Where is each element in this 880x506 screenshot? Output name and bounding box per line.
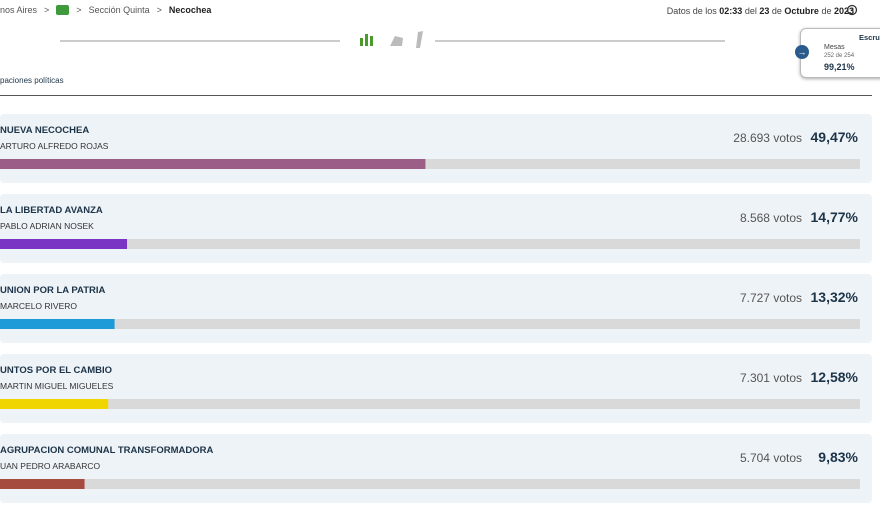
timestamp-part: del xyxy=(744,6,757,16)
party-name: LA LIBERTAD AVANZA xyxy=(0,205,103,216)
bar xyxy=(0,239,128,249)
votes: 7.727 votos xyxy=(739,291,802,305)
bar-bg xyxy=(0,319,860,329)
view-switch xyxy=(60,31,725,48)
timestamp-part: de xyxy=(821,6,832,16)
timestamp-part: Datos de los xyxy=(666,6,717,16)
sep: > xyxy=(44,5,50,15)
breadcrumb: nos Aires > > Sección Quinta > Necochea xyxy=(0,5,211,15)
timestamp-part: Octubre xyxy=(784,6,819,16)
bar-track xyxy=(0,399,860,409)
crumb[interactable]: Sección Quinta xyxy=(88,5,150,15)
scrutiny-toggle[interactable]: → xyxy=(795,45,809,59)
bar xyxy=(0,399,109,409)
party-name: UNION POR LA PATRIA xyxy=(0,285,106,296)
bar-track xyxy=(0,239,860,249)
candidate-name: MARTIN MIGUEL MIGUELES xyxy=(0,381,114,391)
timestamp-part: 23 xyxy=(759,6,770,16)
result-card: LA LIBERTAD AVANZA PABLO ADRIAN NOSEK 8.56… xyxy=(0,194,872,263)
percent: 13,32% xyxy=(810,289,858,305)
timestamp-part: 2023 xyxy=(833,6,854,16)
scrutiny-label: Mesas xyxy=(824,44,845,51)
votes: 28.693 votos xyxy=(733,131,802,145)
divider xyxy=(0,95,872,96)
scrutiny-percent: 99,21% xyxy=(824,62,855,72)
percent: 9,83% xyxy=(818,449,858,465)
bar-track xyxy=(0,479,860,489)
bars-icon[interactable] xyxy=(360,34,373,46)
percent: 12,58% xyxy=(810,369,858,385)
bar xyxy=(0,479,85,489)
bar-bg xyxy=(0,239,860,249)
bar xyxy=(0,159,426,169)
percent: 14,77% xyxy=(810,209,858,225)
timestamp: Datos de los 02:33 del 23 de Octubre de … xyxy=(667,6,854,16)
result-card: AGRUPACION COMUNAL TRANSFORMADORA UAN PED… xyxy=(0,434,872,503)
crumb[interactable]: nos Aires xyxy=(0,5,38,15)
votes: 8.568 votos xyxy=(739,211,802,225)
bar-track xyxy=(0,159,860,169)
refresh-icon[interactable] xyxy=(846,4,858,16)
map-icon[interactable] xyxy=(390,36,403,46)
votes: 7.301 votos xyxy=(739,371,802,385)
scrutiny-title: Escru xyxy=(859,33,880,42)
candidate-name: UAN PEDRO ARABARCO xyxy=(0,461,101,471)
percent: 49,47% xyxy=(810,129,858,145)
candidate-name: PABLO ADRIAN NOSEK xyxy=(0,221,94,231)
result-card: UNTOS POR EL CAMBIO MARTIN MIGUEL MIGUELE… xyxy=(0,354,872,423)
party-name: UNTOS POR EL CAMBIO xyxy=(0,365,113,376)
bar-bg xyxy=(0,159,860,169)
candidate-name: MARCELO RIVERO xyxy=(0,301,77,311)
result-card: UNION POR LA PATRIA MARCELO RIVERO 7.727 v… xyxy=(0,274,872,343)
timestamp-part: de xyxy=(771,6,782,16)
bar-track xyxy=(0,319,860,329)
candidate-name: ARTURO ALFREDO ROJAS xyxy=(0,141,109,151)
tab[interactable]: paciones políticas xyxy=(0,76,64,85)
party-name: NUEVA NECOCHEA xyxy=(0,125,90,136)
scrutiny-count: 252 de 254 xyxy=(824,53,855,59)
bar-bg xyxy=(0,399,860,409)
crumb: Necochea xyxy=(168,5,212,15)
sep: > xyxy=(156,5,162,15)
bar xyxy=(0,319,115,329)
timestamp-part: 02:33 xyxy=(719,6,743,16)
result-card: NUEVA NECOCHEA ARTURO ALFREDO ROJAS 28.693… xyxy=(0,114,872,183)
party-name: AGRUPACION COMUNAL TRANSFORMADORA xyxy=(0,445,214,456)
country-icon[interactable] xyxy=(416,31,423,48)
scrutiny-box: Escru Mesas 252 de 254 99,21% xyxy=(800,28,880,78)
bar-bg xyxy=(0,479,860,489)
votes: 5.704 votos xyxy=(739,451,802,465)
sep: > xyxy=(76,5,82,15)
map-icon[interactable] xyxy=(56,5,70,15)
